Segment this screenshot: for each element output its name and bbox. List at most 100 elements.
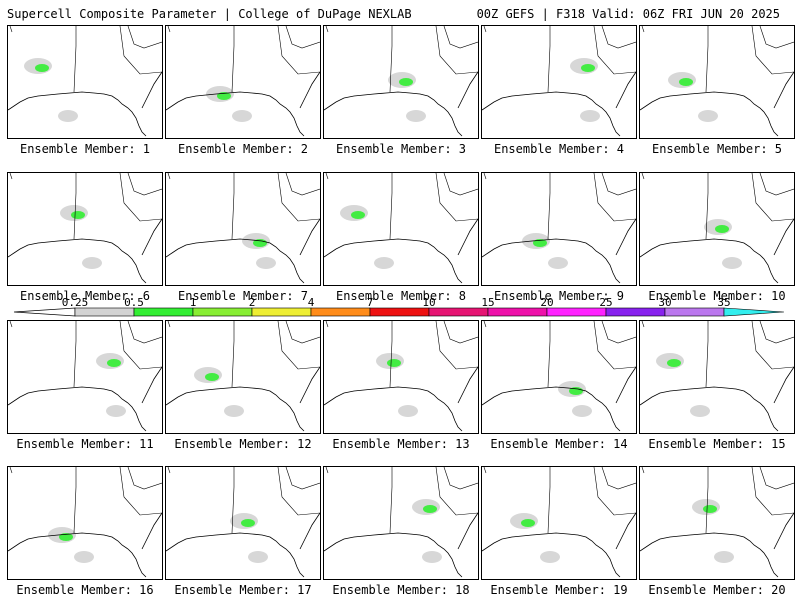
coastline [324, 512, 478, 578]
state-borders [167, 26, 320, 93]
ensemble-panel [165, 466, 321, 580]
ensemble-member-label: Ensemble Member: 12 [174, 437, 312, 451]
ensemble-member-label: Ensemble Member: 13 [332, 437, 470, 451]
color-scale-bar: 0.25 0.5 1 2 4 7 10 15 20 25 30 35 [13, 298, 785, 317]
colorbar-tick-label: 2 [249, 298, 256, 309]
state-borders [325, 173, 478, 240]
colorbar-tick-label: 10 [422, 298, 435, 309]
ensemble-member-label: Ensemble Member: 14 [490, 437, 628, 451]
colorbar-segment [310, 307, 371, 317]
ensemble-panel [481, 466, 637, 580]
ensemble-panel [7, 172, 163, 286]
ensemble-panel [639, 320, 795, 434]
basemap-outline [482, 467, 636, 578]
ensemble-panel [7, 25, 163, 139]
coastline [482, 366, 636, 432]
page-title: Supercell Composite Parameter | College … [7, 7, 412, 21]
basemap-outline [640, 173, 794, 284]
scp-field-shading [406, 110, 426, 122]
coastline [166, 366, 320, 432]
coastline [324, 366, 478, 432]
coastline [8, 512, 162, 578]
basemap-outline [640, 467, 794, 578]
ensemble-member-label: Ensemble Member: 20 [648, 583, 786, 597]
coastline [640, 366, 794, 432]
scp-field-shading [722, 257, 742, 269]
state-borders [483, 467, 636, 534]
basemap-outline [166, 173, 320, 284]
colorbar-tick-label: 35 [717, 298, 730, 309]
ensemble-panel [639, 466, 795, 580]
scp-field-shading [715, 225, 729, 233]
ensemble-member-label: Ensemble Member: 8 [335, 289, 467, 303]
state-borders [167, 321, 320, 388]
basemap-outline [640, 321, 794, 432]
scp-field-shading [351, 211, 365, 219]
ensemble-panel [323, 25, 479, 139]
coastline [8, 71, 162, 137]
ensemble-member-label: Ensemble Member: 3 [335, 142, 467, 156]
scp-field-shading [667, 359, 681, 367]
colorbar-tick-label: 20 [540, 298, 553, 309]
colorbar-tick-label: 4 [308, 298, 315, 309]
basemap-outline [166, 26, 320, 137]
scp-field-shading [205, 373, 219, 381]
ensemble-panel [7, 320, 163, 434]
scp-field-shading [690, 405, 710, 417]
scp-field-shading [106, 405, 126, 417]
basemap-outline [8, 321, 162, 432]
basemap-outline [324, 321, 478, 432]
colorbar-tick-label: 0.25 [62, 298, 89, 309]
basemap-outline [8, 467, 162, 578]
coastline [8, 366, 162, 432]
state-borders [641, 321, 794, 388]
ensemble-member-label: Ensemble Member: 10 [648, 289, 786, 303]
colorbar-segment [487, 307, 548, 317]
state-borders [325, 321, 478, 388]
colorbar-segment [605, 307, 666, 317]
ensemble-member-label: Ensemble Member: 4 [493, 142, 625, 156]
ensemble-member-label: Ensemble Member: 18 [332, 583, 470, 597]
basemap-outline [482, 173, 636, 284]
colorbar-segment [133, 307, 194, 317]
state-borders [483, 321, 636, 388]
ensemble-panel [481, 320, 637, 434]
state-borders [483, 173, 636, 240]
state-borders [641, 467, 794, 534]
ensemble-panel [323, 466, 479, 580]
state-borders [9, 467, 162, 534]
coastline [640, 71, 794, 137]
basemap-outline [166, 321, 320, 432]
ensemble-panel [165, 172, 321, 286]
state-borders [9, 173, 162, 240]
coastline [640, 218, 794, 284]
ensemble-member-label: Ensemble Member: 6 [19, 289, 151, 303]
scp-field-shading [35, 64, 49, 72]
ensemble-member-label: Ensemble Member: 11 [16, 437, 154, 451]
colorbar-tick-label: 15 [481, 298, 494, 309]
scp-field-shading [248, 551, 268, 563]
scp-field-shading [71, 211, 85, 219]
basemap-outline [8, 173, 162, 284]
basemap-outline [324, 173, 478, 284]
ensemble-member-label: Ensemble Member: 1 [19, 142, 151, 156]
scp-field-shading [698, 110, 718, 122]
scp-field-shading [399, 78, 413, 86]
ensemble-member-label: Ensemble Member: 19 [490, 583, 628, 597]
ensemble-panel [165, 320, 321, 434]
coastline [482, 71, 636, 137]
state-borders [9, 321, 162, 388]
run-info: 00Z GEFS | F318 Valid: 06Z FRI JUN 20 20… [476, 7, 780, 21]
scp-field-shading [398, 405, 418, 417]
colorbar-segment [74, 307, 135, 317]
coastline [482, 218, 636, 284]
ensemble-panel [7, 466, 163, 580]
state-borders [325, 467, 478, 534]
colorbar-segment [428, 307, 489, 317]
scp-field-shading [256, 257, 276, 269]
scp-field-shading [241, 519, 255, 527]
coastline [324, 71, 478, 137]
scp-field-shading [387, 359, 401, 367]
scp-field-shading [423, 505, 437, 513]
ensemble-member-label: Ensemble Member: 5 [651, 142, 783, 156]
